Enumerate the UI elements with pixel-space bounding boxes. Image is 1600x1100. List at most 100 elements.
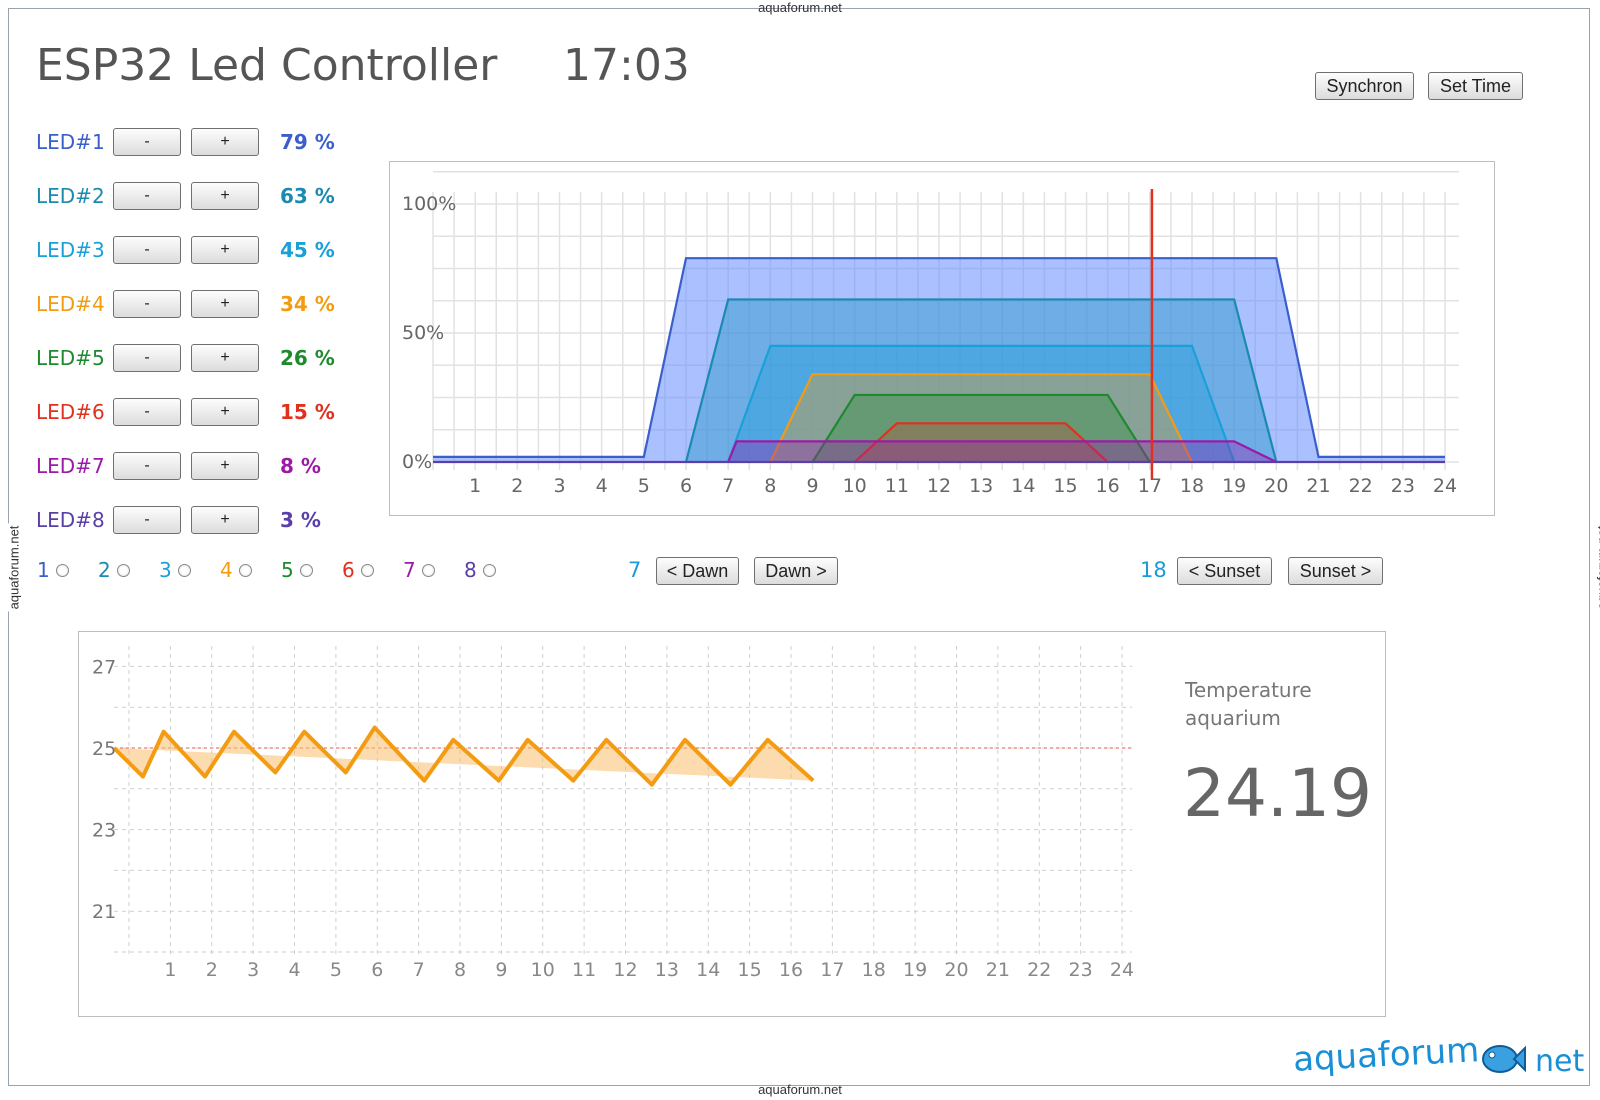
led-schedule-chart-panel: 100% 50% 0% 1 2 3 4 5 6 7 8 9 10 11 12 13 14 15 16 17 18 19 20… (389, 161, 1495, 516)
led-2-plus-button[interactable]: + (191, 182, 259, 210)
led-selector-radio-1[interactable] (56, 564, 69, 577)
temp-x-tick-label: 19 (903, 959, 927, 981)
fish-logo-icon (1482, 1045, 1526, 1073)
led-series-area-4 (770, 374, 1192, 462)
temp-x-tick-label: 2 (206, 959, 218, 981)
led-selector-label-3: 3 (159, 558, 172, 582)
temp-x-tick-label: 9 (495, 959, 507, 981)
led-selector-label-6: 6 (342, 558, 355, 582)
led-series-line-7 (727, 440, 1277, 463)
logo-suffix: net (1535, 1044, 1585, 1079)
led-label-8: LED#8 (36, 508, 105, 532)
led-selector-radio-3[interactable] (178, 564, 191, 577)
led-x-tick-label: 2 (511, 475, 523, 497)
temp-x-tick-label: 3 (247, 959, 259, 981)
led-7-percent: 8 % (280, 454, 321, 478)
led-x-tick-label: 4 (596, 475, 608, 497)
temp-x-tick-label: 8 (454, 959, 466, 981)
dawn-prev-button[interactable]: < Dawn (656, 557, 739, 585)
led-6-percent: 15 % (280, 400, 335, 424)
led-x-tick-label: 19 (1222, 475, 1246, 497)
led-x-tick-label: 21 (1306, 475, 1330, 497)
led-x-tick-label: 18 (1180, 475, 1204, 497)
watermark-bottom: aquaforum.net (758, 1082, 842, 1097)
led-3-minus-button[interactable]: - (113, 236, 181, 264)
led-selector-label-8: 8 (464, 558, 477, 582)
led-selector-radio-2[interactable] (117, 564, 130, 577)
led-1-plus-button[interactable]: + (191, 128, 259, 156)
led-series-line-5 (811, 393, 1151, 463)
led-2-minus-button[interactable]: - (113, 182, 181, 210)
led-6-plus-button[interactable]: + (191, 398, 259, 426)
dawn-next-button[interactable]: Dawn > (754, 557, 838, 585)
led-x-tick-label: 13 (969, 475, 993, 497)
led-3-plus-button[interactable]: + (191, 236, 259, 264)
led-selector-label-4: 4 (220, 558, 233, 582)
temp-x-tick-label: 10 (531, 959, 555, 981)
temp-x-tick-label: 17 (820, 959, 844, 981)
temp-x-tick-label: 15 (738, 959, 762, 981)
led-5-minus-button[interactable]: - (113, 344, 181, 372)
led-series-area-5 (812, 394, 1150, 462)
led-selector-label-2: 2 (98, 558, 111, 582)
led-6-minus-button[interactable]: - (113, 398, 181, 426)
led-selector-label-7: 7 (403, 558, 416, 582)
temperature-title: Temperature aquarium (1185, 676, 1312, 732)
led-1-minus-button[interactable]: - (113, 128, 181, 156)
led-x-tick-label: 5 (638, 475, 650, 497)
led-selector-label-1: 1 (37, 558, 50, 582)
led-7-minus-button[interactable]: - (113, 452, 181, 480)
led-selector-radio-7[interactable] (422, 564, 435, 577)
led-series-area-1 (433, 258, 1445, 462)
page-title: ESP32 Led Controller (36, 40, 498, 91)
temperature-value: 24.19 (1183, 755, 1372, 832)
led-x-tick-label: 23 (1391, 475, 1415, 497)
led-series-line-1 (433, 257, 1445, 458)
synchron-button[interactable]: Synchron (1315, 72, 1414, 100)
led-selector-label-5: 5 (281, 558, 294, 582)
sunset-prev-button[interactable]: < Sunset (1177, 557, 1272, 585)
led-3-percent: 45 % (280, 238, 335, 262)
temp-x-tick-label: 23 (1069, 959, 1093, 981)
led-y-tick-label: 50% (402, 322, 444, 344)
led-1-percent: 79 % (280, 130, 335, 154)
temp-x-tick-label: 11 (572, 959, 596, 981)
led-7-plus-button[interactable]: + (191, 452, 259, 480)
led-x-tick-label: 22 (1349, 475, 1373, 497)
temp-x-tick-label: 1 (164, 959, 176, 981)
led-selector-radio-8[interactable] (483, 564, 496, 577)
led-4-plus-button[interactable]: + (191, 290, 259, 318)
led-selector-radio-5[interactable] (300, 564, 313, 577)
led-x-tick-label: 1 (469, 475, 481, 497)
led-8-plus-button[interactable]: + (191, 506, 259, 534)
sunset-next-button[interactable]: Sunset > (1288, 557, 1383, 585)
led-selector-radio-6[interactable] (361, 564, 374, 577)
led-x-tick-label: 12 (927, 475, 951, 497)
temperature-chart-panel: 27 25 23 21 1 2 3 4 5 6 7 8 9 10 11 12 13 14 15 16 17 18 19 20 2… (78, 631, 1386, 1017)
led-8-percent: 3 % (280, 508, 321, 532)
led-4-minus-button[interactable]: - (113, 290, 181, 318)
led-schedule-chart: 100%50%0%1 2 3 4 5 6 7 8 9 10 11 12 13 14 15 16 17 18 19 20… (402, 171, 1459, 497)
led-8-minus-button[interactable]: - (113, 506, 181, 534)
set-time-button[interactable]: Set Time (1428, 72, 1523, 100)
led-label-5: LED#5 (36, 346, 105, 370)
temp-x-tick-label: 18 (862, 959, 886, 981)
temp-y-tick-label: 25 (92, 738, 116, 760)
led-series-line-4 (769, 373, 1193, 463)
watermark-top: aquaforum.net (758, 0, 842, 15)
temp-x-tick-label: 22 (1027, 959, 1051, 981)
led-series-line-6 (853, 422, 1109, 463)
temp-x-tick-label: 6 (371, 959, 383, 981)
led-label-6: LED#6 (36, 400, 105, 424)
led-y-tick-label: 100% (402, 193, 456, 215)
led-x-tick-label: 20 (1264, 475, 1288, 497)
led-5-plus-button[interactable]: + (191, 344, 259, 372)
temp-y-tick-label: 21 (92, 901, 116, 923)
led-x-tick-label: 15 (1053, 475, 1077, 497)
led-x-tick-label: 17 (1138, 475, 1162, 497)
led-label-1: LED#1 (36, 130, 105, 154)
led-4-percent: 34 % (280, 292, 335, 316)
led-selector-radio-4[interactable] (239, 564, 252, 577)
led-series-area-6 (854, 423, 1108, 462)
temp-x-tick-label: 14 (696, 959, 720, 981)
